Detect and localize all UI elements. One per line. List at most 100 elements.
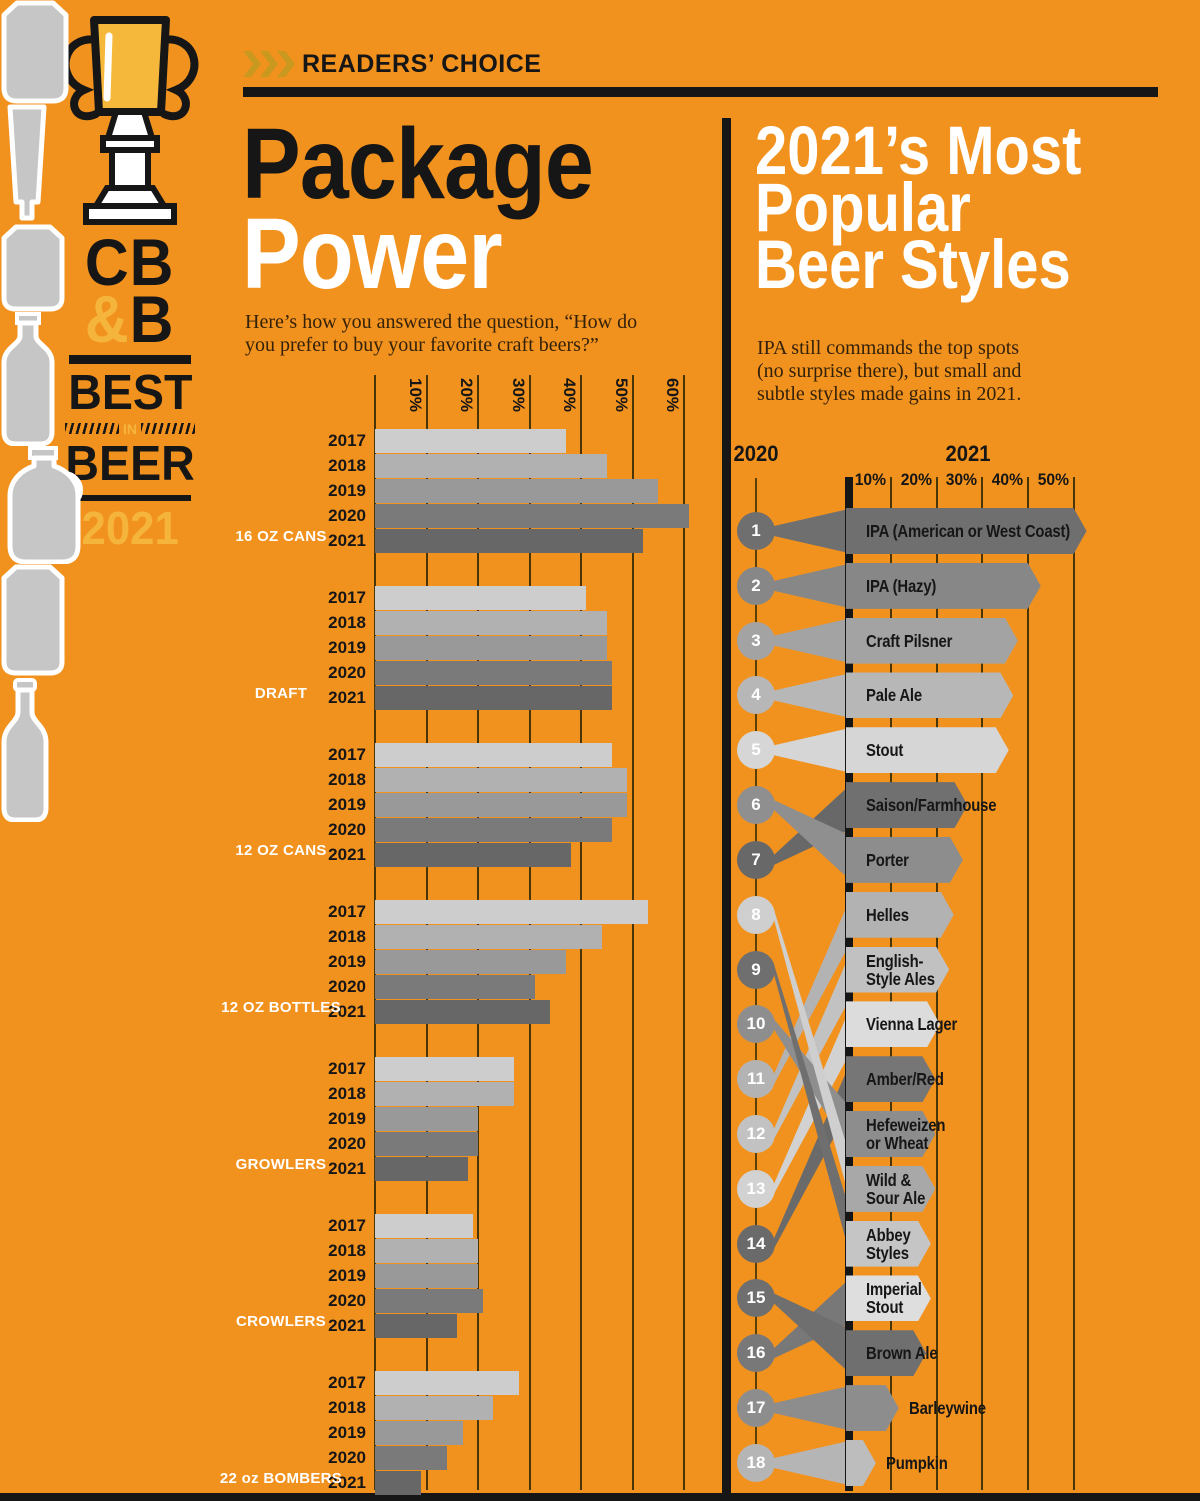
- year-label-2019: 2019: [328, 1109, 366, 1128]
- style-label-helles-line: Helles: [866, 904, 909, 925]
- column-header-2020: 2020: [733, 441, 779, 466]
- year-label-2018: 2018: [328, 456, 366, 475]
- style-bar-wild-sour-ale: [846, 1166, 935, 1212]
- rank-circle-16: 16: [737, 1334, 775, 1373]
- logo-amp-b: &B: [85, 286, 175, 352]
- style-label-hefeweizen-or-wheat-line: Hefeweizen: [866, 1115, 946, 1136]
- right-title-line1: 2021’s Most: [755, 112, 1082, 189]
- trophy-beer-icon: [61, 16, 199, 225]
- kicker-rule: [243, 87, 1158, 97]
- bar-22-oz-bombers-2018: [375, 1395, 494, 1420]
- gridline-60pct: [683, 375, 685, 1490]
- year-label-2017: 2017: [328, 588, 366, 607]
- bar-22-oz-bombers-2021: [375, 1470, 422, 1495]
- year-label-2019: 2019: [328, 795, 366, 814]
- right-gridline-50pct: [1073, 477, 1075, 1490]
- year-label-2017: 2017: [328, 1216, 366, 1235]
- year-label-2017: 2017: [328, 431, 366, 450]
- year-label-2017: 2017: [328, 1373, 366, 1392]
- package-label-growlers: GROWLERS: [235, 1156, 327, 1173]
- style-label-pale-ale: Pale Ale: [866, 686, 922, 704]
- year-label-2021: 2021: [328, 688, 366, 707]
- rank-circle-12: 12: [737, 1115, 775, 1154]
- year-label-2019: 2019: [328, 1423, 366, 1442]
- bar-12-oz-bottles-2017: [375, 899, 648, 924]
- rank-circle-4: 4: [737, 676, 775, 715]
- bar-draft-2018: [375, 610, 607, 635]
- style-bar-imperial-stout: [846, 1275, 931, 1321]
- year-label-2021: 2021: [328, 1159, 366, 1178]
- year-label-2018: 2018: [328, 1241, 366, 1260]
- style-bar-amber-red: [846, 1056, 935, 1102]
- package-label-16-oz-cans: 16 OZ CANS: [235, 528, 327, 545]
- bar-crowlers-2019: [375, 1263, 478, 1288]
- right-x-tick-30pct: 30%: [946, 470, 978, 489]
- right-title-line2: Popular: [755, 169, 971, 246]
- year-label-2021: 2021: [328, 1473, 366, 1492]
- year-label-2017: 2017: [328, 1059, 366, 1078]
- cbb-best-in-beer-logo: CB &B BEST IN BEER 2021: [48, 229, 212, 551]
- style-label-english-style-ales-line: Style Ales: [866, 968, 935, 989]
- bar-16-oz-cans-2019: [375, 478, 659, 503]
- style-label-barleywine-line: Barleywine: [908, 1398, 986, 1419]
- rank-circle-1: 1: [737, 512, 775, 550]
- connector-rank-4-to-4: [774, 672, 853, 719]
- bar-growlers-2021: [375, 1156, 468, 1181]
- crowler-icon: [0, 564, 66, 676]
- bottle-12oz-icon: [0, 312, 56, 447]
- style-label-hefeweizen-or-wheat: Hefeweizen or Wheat: [866, 1116, 945, 1152]
- style-label-pumpkin-line: Pumpkin: [885, 1452, 948, 1473]
- bar-crowlers-2018: [375, 1238, 478, 1263]
- style-label-english-style-ales-line: English-: [866, 950, 924, 971]
- style-label-barleywine: Barleywine: [909, 1399, 986, 1417]
- style-label-imperial-stout: Imperial Stout: [866, 1280, 922, 1316]
- style-label-amber-red-line: Amber/Red: [866, 1069, 944, 1090]
- style-bar-brown-ale: [846, 1330, 926, 1376]
- year-label-2019: 2019: [328, 638, 366, 657]
- year-label-2020: 2020: [328, 820, 366, 839]
- rank-circle-11: 11: [737, 1060, 775, 1099]
- style-label-brown-ale-line: Brown Ale: [866, 1343, 938, 1364]
- bar-growlers-2018: [375, 1081, 515, 1106]
- rank-circle-8: 8: [737, 895, 775, 934]
- style-bar-vienna-lager: [846, 1001, 940, 1047]
- style-label-helles: Helles: [866, 906, 909, 924]
- year-label-2019: 2019: [328, 1266, 366, 1285]
- year-label-2018: 2018: [328, 1398, 366, 1417]
- style-label-imperial-stout-line: Stout: [866, 1297, 904, 1318]
- bar-12-oz-cans-2017: [375, 742, 612, 767]
- column-header-2021: 2021: [945, 441, 991, 466]
- style-bar-hefeweizen-or-wheat: [846, 1111, 935, 1157]
- bar-16-oz-cans-2018: [375, 453, 607, 478]
- right-subtitle-line2: (no surprise there), but small and: [757, 360, 1022, 382]
- connector-rank-5-to-5: [774, 727, 853, 774]
- bar-22-oz-bombers-2017: [375, 1370, 520, 1395]
- style-label-craft-pilsner: Craft Pilsner: [866, 632, 952, 650]
- bottom-rule: [0, 1493, 1200, 1501]
- style-bar-ipa-american-or-west-coast-: [846, 508, 1087, 554]
- year-label-2020: 2020: [328, 1448, 366, 1467]
- section-divider: [722, 118, 731, 1493]
- bar-12-oz-bottles-2018: [375, 924, 602, 949]
- connector-rank-9-to-14: [774, 964, 853, 1267]
- year-label-2020: 2020: [328, 663, 366, 682]
- year-label-2018: 2018: [328, 1084, 366, 1103]
- bar-12-oz-cans-2018: [375, 767, 628, 792]
- rank-circle-18: 18: [737, 1443, 775, 1482]
- connector-rank-2-to-2: [774, 562, 853, 609]
- style-label-vienna-lager-line: Vienna Lager: [866, 1014, 958, 1035]
- logo-rule-bottom: [69, 494, 191, 501]
- rank-circle-6: 6: [737, 786, 775, 825]
- year-label-2019: 2019: [328, 481, 366, 500]
- style-label-wild-sour-ale-line: Wild &: [866, 1169, 912, 1190]
- rank-circle-2: 2: [737, 566, 775, 605]
- bar-crowlers-2021: [375, 1313, 458, 1338]
- style-label-wild-sour-ale-line: Sour Ale: [866, 1187, 926, 1208]
- bar-draft-2021: [375, 685, 612, 710]
- bar-draft-2020: [375, 660, 612, 685]
- style-bar-abbey-styles: [846, 1221, 931, 1267]
- style-label-porter-line: Porter: [866, 849, 909, 870]
